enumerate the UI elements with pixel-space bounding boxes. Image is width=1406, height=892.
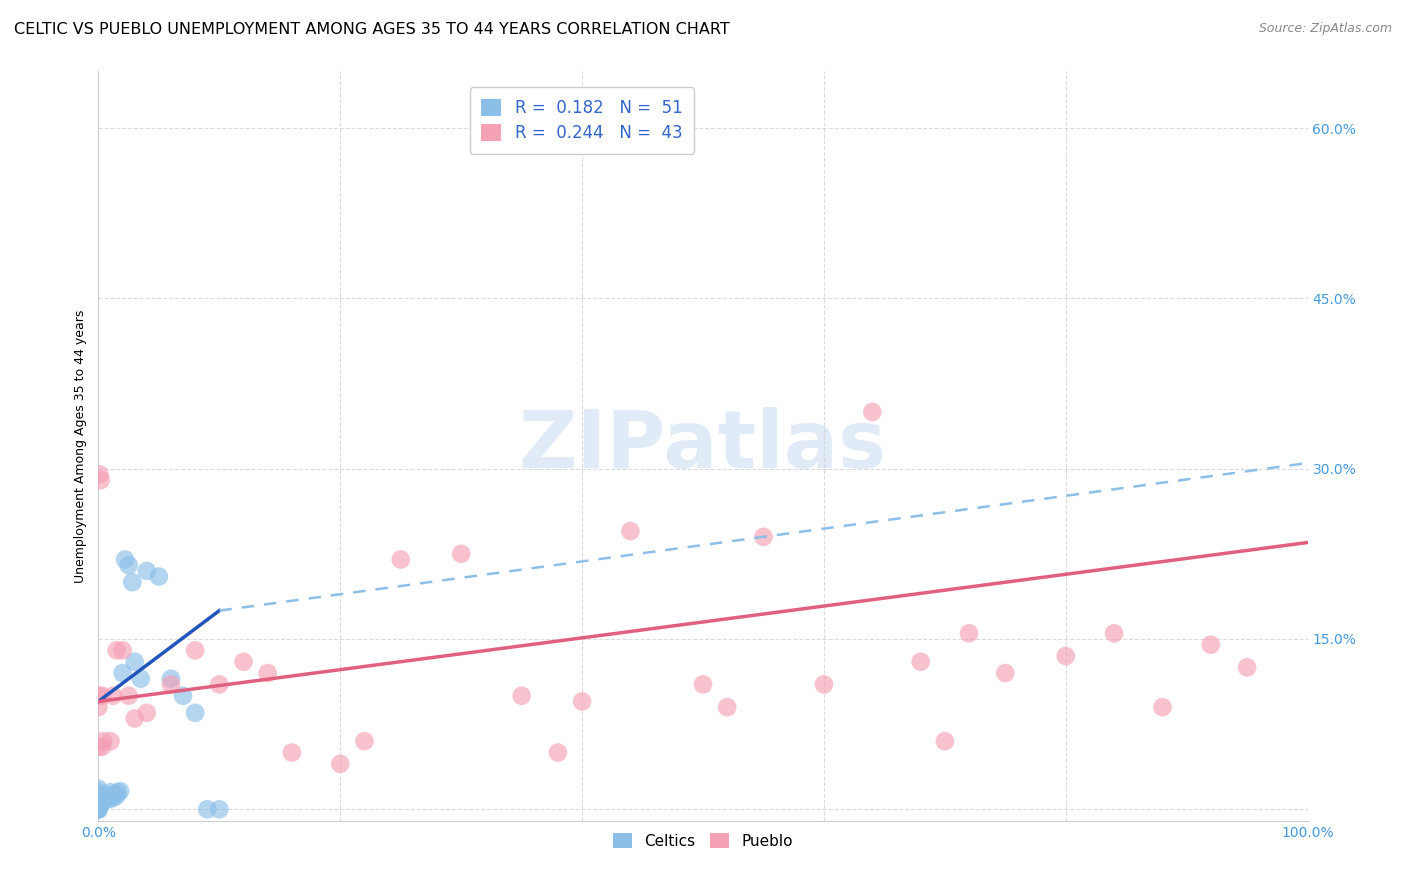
Point [208, 802, 231, 816]
Point [135, 706, 157, 720]
Point [91, 794, 114, 808]
Point [1152, 700, 1174, 714]
Point [87, 700, 110, 714]
Point [910, 655, 932, 669]
Y-axis label: Unemployment Among Ages 35 to 44 years: Unemployment Among Ages 35 to 44 years [75, 310, 87, 582]
Point [87, 802, 110, 816]
Point [994, 666, 1017, 681]
Point [547, 746, 569, 760]
Point [87, 797, 110, 811]
Point [105, 643, 128, 657]
Point [1102, 626, 1125, 640]
Point [121, 575, 143, 590]
Point [89, 467, 111, 482]
Point [160, 677, 183, 691]
Point [87, 794, 110, 808]
Point [87, 802, 110, 816]
Point [510, 689, 533, 703]
Point [1236, 660, 1258, 674]
Point [97, 789, 120, 804]
Point [87, 785, 110, 799]
Point [87, 802, 110, 816]
Point [353, 734, 375, 748]
Point [105, 789, 128, 803]
Point [184, 643, 207, 657]
Point [571, 694, 593, 708]
Point [160, 672, 183, 686]
Point [957, 626, 980, 640]
Point [87, 739, 110, 754]
Point [1199, 638, 1222, 652]
Point [934, 734, 956, 748]
Point [619, 524, 641, 538]
Point [100, 785, 122, 799]
Point [90, 473, 112, 487]
Point [90, 793, 112, 807]
Point [129, 672, 152, 686]
Point [135, 564, 157, 578]
Point [860, 405, 883, 419]
Point [91, 796, 114, 810]
Point [101, 689, 124, 703]
Point [87, 789, 110, 803]
Point [124, 655, 146, 669]
Point [752, 530, 775, 544]
Text: Source: ZipAtlas.com: Source: ZipAtlas.com [1258, 22, 1392, 36]
Point [281, 746, 304, 760]
Point [108, 784, 131, 798]
Point [91, 791, 114, 805]
Point [90, 797, 112, 811]
Point [716, 700, 738, 714]
Point [91, 689, 114, 703]
Point [114, 552, 136, 566]
Point [329, 756, 352, 771]
Point [208, 677, 231, 691]
Point [87, 789, 110, 804]
Point [87, 798, 110, 813]
Point [184, 706, 207, 720]
Point [101, 791, 124, 805]
Point [1054, 648, 1077, 663]
Point [124, 711, 146, 725]
Point [94, 792, 117, 806]
Point [148, 569, 170, 583]
Point [87, 797, 110, 812]
Point [107, 785, 129, 799]
Point [87, 797, 110, 811]
Legend: Celtics, Pueblo: Celtics, Pueblo [605, 823, 801, 858]
Point [87, 796, 110, 810]
Point [87, 792, 110, 806]
Point [93, 789, 115, 803]
Point [87, 788, 110, 802]
Point [450, 547, 472, 561]
Point [692, 677, 714, 691]
Point [118, 689, 141, 703]
Point [93, 793, 115, 807]
Point [87, 800, 110, 814]
Point [87, 781, 110, 796]
Point [100, 789, 122, 803]
Point [87, 689, 110, 703]
Text: CELTIC VS PUEBLO UNEMPLOYMENT AMONG AGES 35 TO 44 YEARS CORRELATION CHART: CELTIC VS PUEBLO UNEMPLOYMENT AMONG AGES… [14, 22, 730, 37]
Point [172, 689, 194, 703]
Point [813, 677, 835, 691]
Point [118, 558, 141, 573]
Text: ZIPatlas: ZIPatlas [519, 407, 887, 485]
Point [232, 655, 254, 669]
Point [256, 666, 278, 681]
Point [195, 802, 218, 816]
Point [87, 793, 110, 807]
Point [91, 734, 114, 748]
Point [87, 791, 110, 805]
Point [98, 792, 121, 806]
Point [87, 802, 110, 816]
Point [87, 791, 110, 805]
Point [389, 552, 412, 566]
Point [91, 739, 114, 754]
Point [96, 791, 118, 805]
Point [100, 734, 122, 748]
Point [103, 788, 125, 802]
Point [111, 643, 134, 657]
Point [111, 666, 134, 681]
